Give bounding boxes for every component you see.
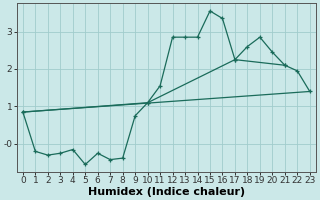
X-axis label: Humidex (Indice chaleur): Humidex (Indice chaleur) bbox=[88, 187, 245, 197]
